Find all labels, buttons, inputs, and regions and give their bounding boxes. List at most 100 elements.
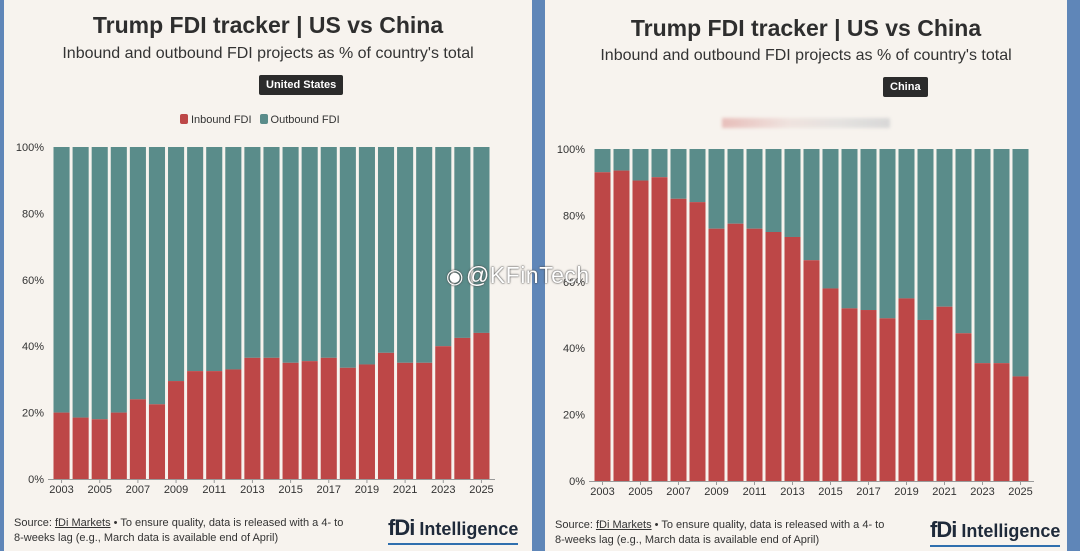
bar-outbound-2012 — [225, 147, 242, 370]
x-tick-label: 2005 — [87, 484, 111, 496]
chart-title: Trump FDI tracker | US vs China — [92, 12, 444, 38]
brand-underline — [930, 545, 1061, 547]
brand-logo-mark: fDi — [930, 517, 957, 542]
chart-title: Trump FDI tracker | US vs China — [630, 15, 982, 41]
bar-outbound-2008 — [148, 147, 166, 405]
fdi-intelligence-logo: fDi Intelligence — [388, 515, 519, 545]
y-tick-label: 60% — [22, 275, 44, 287]
bar-inbound-2021 — [397, 362, 414, 479]
brand-name: Intelligence — [961, 521, 1061, 541]
bar-inbound-2003 — [594, 172, 611, 482]
bar-outbound-2003 — [594, 149, 611, 173]
bar-outbound-2007 — [670, 149, 687, 199]
y-tick-label: 100% — [557, 144, 585, 156]
bar-inbound-2013 — [784, 236, 801, 481]
bar-outbound-2015 — [822, 149, 839, 289]
bar-inbound-2007 — [129, 399, 146, 479]
bar-inbound-2015 — [282, 362, 299, 479]
chart-subtitle: Inbound and outbound FDI projects as % o… — [62, 45, 474, 62]
bar-inbound-2005 — [632, 180, 649, 482]
bar-inbound-2014 — [263, 357, 280, 479]
y-tick-label: 20% — [22, 408, 44, 420]
weibo-icon: ◉ — [446, 266, 464, 288]
brand-logo-mark: fDi — [388, 515, 415, 540]
x-tick-label: 2017 — [856, 486, 880, 498]
bar-inbound-2025 — [1012, 376, 1029, 481]
x-tick-label: 2003 — [590, 486, 614, 498]
bar-outbound-2008 — [689, 149, 706, 203]
bar-outbound-2006 — [110, 147, 127, 413]
x-tick-label: 2025 — [1008, 486, 1032, 498]
bar-inbound-2012 — [225, 369, 242, 479]
bar-inbound-2023 — [974, 363, 991, 481]
bar-outbound-2012 — [765, 149, 782, 232]
x-tick-label: 2005 — [628, 486, 652, 498]
bar-inbound-2005 — [91, 419, 108, 479]
bar-inbound-2025 — [473, 332, 490, 479]
bar-outbound-2019 — [898, 149, 915, 299]
source-note: Source: fDi Markets • To ensure quality,… — [555, 518, 884, 548]
bar-inbound-2015 — [822, 288, 839, 481]
bar-outbound-2006 — [651, 149, 668, 178]
bar-inbound-2021 — [936, 306, 953, 481]
x-tick-label: 2025 — [469, 484, 493, 496]
x-tick-label: 2019 — [894, 486, 918, 498]
x-tick-label: 2011 — [202, 484, 226, 496]
bar-outbound-2005 — [91, 147, 108, 420]
bar-inbound-2011 — [746, 228, 763, 481]
bar-outbound-2020 — [377, 147, 395, 353]
bar-inbound-2018 — [879, 318, 896, 481]
weibo-watermark: ◉@KFinTech — [446, 262, 590, 289]
watermark-text: @KFinTech — [465, 262, 590, 288]
source-link[interactable]: fDi Markets — [54, 517, 111, 529]
x-tick-label: 2015 — [278, 484, 302, 496]
bar-inbound-2014 — [803, 260, 820, 481]
bar-inbound-2017 — [860, 310, 877, 481]
bar-outbound-2004 — [613, 149, 630, 171]
x-tick-label: 2007 — [666, 486, 690, 498]
bar-outbound-2023 — [435, 147, 452, 347]
legend-inbound: Inbound FDI — [180, 114, 252, 126]
bar-outbound-2021 — [397, 147, 414, 363]
brand-underline — [388, 543, 519, 545]
bar-outbound-2016 — [301, 147, 318, 362]
x-tick-label: 2013 — [780, 486, 804, 498]
bar-outbound-2024 — [993, 149, 1010, 364]
bar-inbound-2008 — [148, 404, 166, 479]
bar-outbound-2013 — [784, 149, 801, 237]
source-link[interactable]: fDi Markets — [595, 519, 652, 531]
x-tick-label: 2013 — [240, 484, 264, 496]
bar-outbound-2019 — [358, 147, 375, 365]
x-tick-label: 2019 — [355, 484, 379, 496]
bar-outbound-2025 — [1012, 149, 1029, 377]
bar-inbound-2020 — [377, 352, 395, 479]
bar-outbound-2017 — [320, 147, 337, 358]
bar-inbound-2019 — [898, 298, 915, 481]
china-chart-panel: Trump FDI tracker | US vs China Inbound … — [545, 0, 1067, 551]
bar-outbound-2011 — [746, 149, 763, 229]
bar-inbound-2004 — [72, 417, 89, 479]
bar-outbound-2010 — [187, 147, 204, 372]
bar-outbound-2015 — [282, 147, 299, 363]
bar-outbound-2010 — [727, 149, 744, 224]
x-tick-label: 2011 — [743, 486, 767, 498]
x-tick-label: 2017 — [317, 484, 341, 496]
inbound-swatch — [180, 114, 188, 124]
bar-outbound-2003 — [53, 147, 70, 413]
bar-outbound-2020 — [917, 149, 934, 320]
x-tick-label: 2015 — [818, 486, 842, 498]
bar-outbound-2011 — [206, 147, 223, 372]
y-tick-label: 40% — [563, 343, 585, 355]
bar-inbound-2016 — [301, 361, 318, 479]
bar-inbound-2009 — [168, 381, 185, 479]
bar-outbound-2013 — [244, 147, 261, 358]
bar-outbound-2009 — [168, 147, 185, 382]
bar-inbound-2006 — [651, 177, 668, 481]
source-prefix: Source: — [14, 517, 55, 529]
bar-inbound-2019 — [358, 364, 375, 479]
source-line2: 8-weeks lag (e.g., March data is availab… — [14, 532, 279, 544]
blurred-legend — [722, 118, 890, 128]
bar-inbound-2004 — [613, 170, 630, 481]
y-tick-label: 0% — [569, 476, 585, 488]
brand-name: Intelligence — [419, 519, 519, 539]
